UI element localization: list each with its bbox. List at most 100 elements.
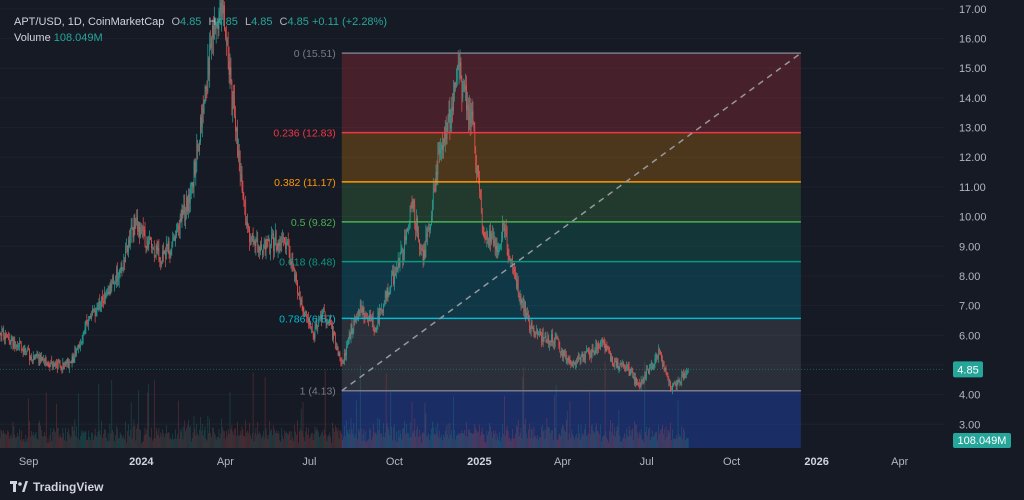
candle-body [651,362,653,369]
symbol-label[interactable]: APT/USD, 1D, CoinMarketCap [14,16,165,28]
volume-bar [319,437,320,448]
volume-bar [141,443,142,448]
volume-bar [558,434,560,448]
volume-bar [146,429,148,448]
candle-body [645,374,647,378]
candle-body [78,344,79,348]
candle-body [387,287,389,296]
time-tick-label: Apr [554,456,571,468]
candle-body [454,82,455,93]
candle-body [246,221,247,226]
candle-body [301,299,303,306]
volume-bar [37,439,39,448]
volume-bar [678,434,680,448]
candle-body [384,292,386,301]
volume-bar [556,440,558,448]
volume-bar [229,392,231,448]
volume-bar [63,432,65,448]
volume-bar [568,433,570,448]
candle-body [385,292,387,299]
candle-body [65,362,66,367]
volume-bar [315,430,317,448]
candle-body [31,356,32,360]
candle-body [277,242,279,250]
candle-body [378,311,380,322]
volume-bar [475,427,477,448]
candle-body [72,356,74,363]
volume-bar [653,436,655,448]
volume-bar [422,432,424,448]
volume-bar [62,428,64,448]
volume-bar [454,429,455,448]
candle-body [499,245,501,249]
candle-body [680,382,682,384]
candle-body [662,359,663,366]
volume-bar [0,429,2,448]
volume-bar [80,436,81,448]
price-chart[interactable]: 0 (15.51)0.236 (12.83)0.382 (11.17)0.5 (… [0,0,1024,476]
candle-body [169,252,171,255]
candle-body [599,348,600,350]
fib-band [341,221,801,262]
volume-bar [508,438,510,448]
candle-body [68,359,69,369]
candle-body [142,227,144,231]
candle-body [174,237,175,241]
candle-body [307,316,308,319]
candle-body [427,228,429,237]
candle-body [62,362,64,370]
volume-bar [106,441,108,448]
candle-body [162,251,163,262]
candle-body [308,318,309,324]
candle-body [165,250,166,259]
volume-bar [599,434,600,448]
candle-body [373,328,375,332]
volume-bar [602,435,604,448]
fib-trend-line [341,52,802,392]
candle-body [425,233,427,257]
candle-body [666,373,668,375]
volume-bar [673,439,674,448]
volume-bar [523,367,525,448]
volume-bar [4,432,5,448]
candle-body [86,320,88,322]
volume-bar [60,436,62,448]
volume-bar [85,431,87,448]
volume-bar [269,420,271,448]
candle-body [523,298,525,313]
volume-bar [392,440,393,448]
candle-body [13,341,15,348]
candles [0,0,689,395]
tradingview-brand[interactable]: TradingView [10,480,103,494]
volume-bar [637,432,638,448]
price-tick-label: 17.00 [959,4,987,16]
candle-body [110,283,112,289]
volume-bar [671,440,672,448]
volume-bar [554,428,556,448]
volume-bar [40,425,41,448]
candle-body [172,237,174,247]
candle-body [582,353,584,360]
volume-bar [572,433,574,448]
volume-bar [410,436,412,448]
candle-body [303,312,305,316]
candle-body [75,349,77,355]
candle-body [394,273,395,285]
candle-body [615,361,617,367]
candle-body [566,360,568,363]
volume-bar [217,436,219,448]
candle-body [32,355,34,361]
candle-body [475,148,477,167]
candle-body [239,161,241,175]
volume-bar [131,438,133,448]
volume-bar [364,441,366,448]
volume-label[interactable]: Volume [14,32,51,44]
candle-body [87,321,89,325]
volume-bar [542,431,544,448]
candle-body [617,360,619,370]
volume-bar [500,441,501,448]
volume-bar [260,433,261,448]
candle-body [350,324,352,339]
volume-bar [382,437,383,448]
candle-body [224,5,225,31]
